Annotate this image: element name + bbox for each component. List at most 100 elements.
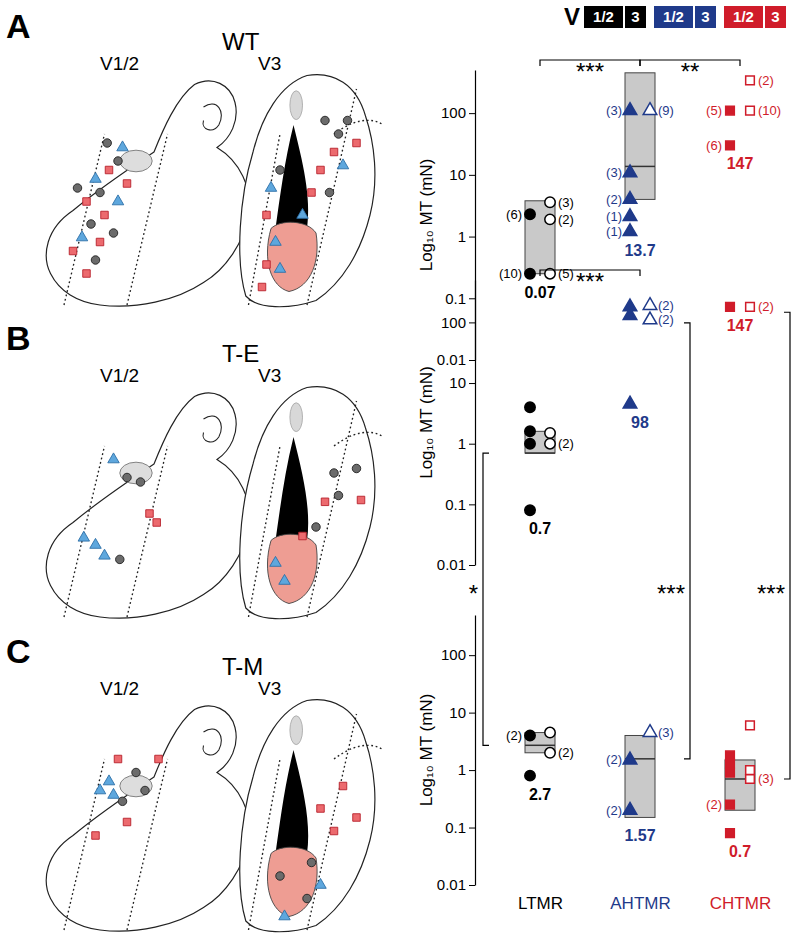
- y-tick-mark: [469, 175, 475, 176]
- ventral-head-outline: [240, 387, 375, 619]
- receptive-field-marker: [117, 141, 128, 151]
- receptive-field-marker: [334, 491, 342, 499]
- plot-area: [525, 721, 755, 837]
- data-point: [726, 768, 735, 777]
- region-label: V3: [258, 53, 281, 74]
- y-tick-mark: [469, 322, 475, 323]
- legend-label: 3: [701, 8, 709, 25]
- ear: [203, 416, 221, 442]
- ventral-head-outline: [240, 700, 375, 932]
- y-tick-label: 10: [449, 704, 466, 721]
- eye: [120, 775, 152, 797]
- data-point: [623, 224, 637, 236]
- median-label: 147: [727, 155, 754, 172]
- panel-title: T-M: [222, 653, 263, 680]
- legend-swatch: [724, 6, 763, 28]
- comparison-bracket: [684, 323, 690, 759]
- median-label: 0.7: [529, 520, 551, 537]
- median-line: [525, 452, 555, 454]
- count-label: (2): [706, 797, 722, 812]
- count-label: (10): [499, 266, 522, 281]
- significance-label: ***: [576, 58, 604, 85]
- receptive-field-marker: [357, 496, 365, 504]
- point-labels: (6)(10)(3)(2)(5)(3)(3)(2)(1)(1)(9)(5)(6)…: [499, 73, 781, 281]
- y-tick: 1: [458, 228, 475, 245]
- head-schematics: [46, 700, 383, 932]
- receptive-field-marker: [270, 235, 281, 245]
- legend-label: 1/2: [733, 8, 754, 25]
- count-label: (2): [506, 728, 522, 743]
- region-label: V1/2: [100, 678, 139, 699]
- division-border: [334, 432, 384, 446]
- median-label: 147: [727, 317, 754, 334]
- y-tick-label: 0.1: [445, 496, 466, 513]
- count-label: (2): [758, 73, 774, 88]
- head-schematics: [46, 387, 383, 619]
- data-point: [726, 800, 735, 809]
- receptive-field-marker: [279, 574, 290, 584]
- region-label: V3: [258, 678, 281, 699]
- receptive-field-marker: [141, 786, 149, 794]
- receptive-field-marker: [307, 858, 315, 866]
- division-border: [249, 759, 280, 930]
- nose-region: [290, 91, 303, 120]
- y-tick: 1: [458, 435, 475, 452]
- lip-region: [267, 534, 317, 603]
- count-label: (10): [758, 103, 781, 118]
- data-point: [643, 312, 657, 324]
- receptive-field-marker: [99, 549, 110, 559]
- y-tick: 10: [449, 704, 475, 721]
- y-tick-mark: [469, 113, 475, 114]
- region-label: V3: [258, 365, 281, 386]
- receptive-field-marker: [353, 139, 361, 147]
- data-point: [545, 438, 555, 448]
- receptive-field-marker: [276, 166, 284, 174]
- nose-region: [290, 716, 303, 745]
- data-point: [545, 197, 555, 207]
- data-point: [545, 727, 555, 737]
- receptive-field-marker: [353, 814, 361, 822]
- division-border: [307, 714, 357, 930]
- receptive-field-marker: [155, 755, 163, 763]
- box: [725, 760, 755, 810]
- lip-region: [267, 847, 317, 916]
- count-label: (3): [606, 165, 622, 180]
- y-tick-label: 100: [441, 104, 466, 121]
- data-point: [726, 751, 735, 760]
- x-tick-label: LTMR: [518, 894, 563, 913]
- count-label: (3): [658, 725, 674, 740]
- data-point: [746, 303, 755, 312]
- receptive-field-marker: [103, 139, 111, 147]
- count-label: (6): [506, 207, 522, 222]
- data-point: [525, 402, 535, 412]
- y-tick-label: 0.01: [437, 351, 466, 368]
- data-point: [746, 76, 755, 85]
- receptive-field-marker: [330, 148, 338, 156]
- receptive-field-marker: [112, 195, 123, 205]
- legend-label: 3: [631, 8, 639, 25]
- mouth-region: [276, 750, 309, 857]
- division-border: [127, 446, 167, 617]
- legend-swatch: [625, 6, 646, 28]
- receptive-field-marker: [343, 116, 351, 124]
- eye: [120, 150, 152, 172]
- count-label: (2): [606, 803, 622, 818]
- y-tick-label: 0.1: [445, 290, 466, 307]
- y-tick-mark: [469, 504, 475, 505]
- x-tick: AHTMR: [610, 894, 670, 913]
- median-label: 13.7: [624, 242, 655, 259]
- y-tick-label: 1: [458, 228, 466, 245]
- significance-label: *: [469, 580, 478, 607]
- count-label: (3): [606, 103, 622, 118]
- count-label: (2): [658, 312, 674, 327]
- receptive-field-marker: [118, 797, 126, 805]
- panel-letter: B: [6, 319, 31, 357]
- data-point: [623, 752, 637, 764]
- y-axis: 0.010.1110100: [437, 71, 476, 369]
- receptive-field-marker: [116, 555, 124, 563]
- y-tick: 100: [441, 104, 475, 121]
- y-tick: 0.01: [437, 556, 475, 573]
- panel-title: T-E: [222, 340, 259, 367]
- receptive-field-marker: [96, 238, 104, 246]
- count-label: (2): [758, 299, 774, 314]
